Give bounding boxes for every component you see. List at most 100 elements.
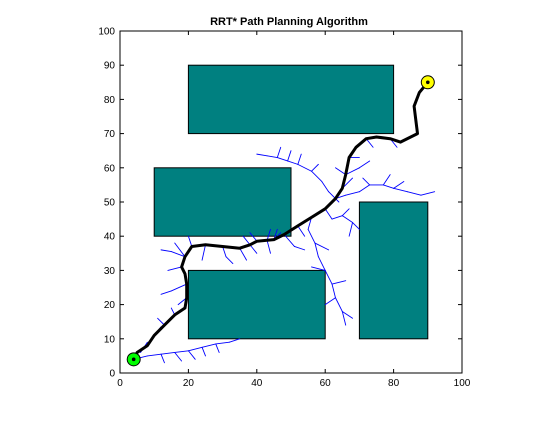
tree-edge <box>297 153 302 165</box>
tree-edge <box>314 242 319 258</box>
tree-edge <box>382 184 395 189</box>
tree-edge <box>287 150 292 162</box>
tree-edge <box>266 155 278 158</box>
tree-edge <box>157 317 165 326</box>
tree-edge <box>311 163 319 172</box>
y-tick-label: 20 <box>104 300 116 311</box>
tree-edge <box>170 283 188 292</box>
tree-edge <box>256 153 268 157</box>
tree-edge <box>266 228 271 241</box>
tree-edge <box>328 191 340 203</box>
tree-edge <box>287 160 299 165</box>
tree-edge <box>293 246 306 251</box>
tree-edge <box>393 181 405 189</box>
tree-edge <box>297 225 306 237</box>
tree-edge <box>393 187 408 193</box>
tree-edge <box>283 234 295 247</box>
tree-edge <box>249 244 258 254</box>
tree-edge <box>187 350 196 360</box>
axes-layer: 0 20 40 60 80 100 0 10 20 30 40 50 60 70 80 90 100 <box>98 27 470 390</box>
y-tick-label: 30 <box>104 266 116 277</box>
tree-edge <box>307 228 316 244</box>
tree-edge <box>222 246 227 258</box>
y-tick-label: 70 <box>104 129 116 140</box>
goal-marker-center <box>426 80 430 85</box>
tree-edge <box>297 163 312 172</box>
tree-edge <box>239 247 247 261</box>
x-tick-label: 40 <box>251 378 263 389</box>
y-tick-label: 10 <box>104 334 116 345</box>
tree-edge <box>314 242 330 251</box>
tree-edge <box>215 343 220 353</box>
tree-edge <box>348 222 354 237</box>
tree-edge <box>345 167 360 176</box>
tree-edge <box>201 343 217 348</box>
y-tick-label: 100 <box>98 27 115 38</box>
tree-edge <box>225 256 234 265</box>
tree-edge <box>341 208 350 217</box>
tree-edge <box>311 170 323 182</box>
tree-edge <box>331 283 336 299</box>
tree-edge <box>324 297 336 306</box>
obstacles-layer <box>153 64 429 340</box>
chart-title: RRT* Path Planning Algorithm <box>210 16 368 28</box>
tree-edge <box>266 239 271 254</box>
tree-edge <box>170 251 186 258</box>
y-tick-label: 0 <box>109 369 115 380</box>
x-tick-label: 100 <box>454 378 471 389</box>
tree-edge <box>201 346 206 357</box>
obstacle-rect-4 <box>358 201 429 340</box>
tree-edge <box>358 184 371 193</box>
tree-edge <box>276 157 289 162</box>
tree-edge <box>406 191 422 196</box>
y-tick-label: 50 <box>104 198 116 209</box>
tree-edge <box>317 256 326 271</box>
start-marker-center <box>131 357 136 362</box>
tree-edge <box>160 290 172 295</box>
tree-edge <box>146 353 162 357</box>
tree-edge <box>242 235 251 246</box>
markers-layer <box>126 75 435 367</box>
tree-edge <box>341 310 347 326</box>
obstacle-rect-3 <box>187 269 326 340</box>
tree-edge <box>358 160 371 169</box>
tree-edge <box>321 181 330 193</box>
tree-edge <box>365 138 374 148</box>
tree-edge <box>249 232 258 242</box>
tree-edge <box>341 215 354 223</box>
tree-edge <box>382 174 391 186</box>
obstacle-rect-1 <box>187 64 395 135</box>
tree-edge <box>335 167 347 176</box>
tree-edge <box>341 310 354 319</box>
tree-edge <box>311 266 326 271</box>
y-tick-label: 60 <box>104 163 116 174</box>
tree-edge <box>160 353 165 364</box>
tree-edge <box>174 242 186 258</box>
tree-edge <box>174 350 189 353</box>
tree-edge <box>228 338 241 343</box>
x-tick-label: 0 <box>117 378 123 389</box>
tree-edge <box>335 297 343 312</box>
y-tick-label: 40 <box>104 232 116 243</box>
x-tick-label: 80 <box>388 378 400 389</box>
path-layer <box>132 80 430 361</box>
tree-edge <box>187 346 203 352</box>
tree-edge <box>174 352 183 362</box>
obstacle-rect-2 <box>153 167 292 237</box>
tree-edge <box>362 177 371 186</box>
y-tick-label: 80 <box>104 95 116 106</box>
tree-layer <box>133 138 436 364</box>
tree-edge <box>324 269 333 285</box>
y-tick-label: 90 <box>104 61 116 72</box>
tree-edge <box>160 249 172 253</box>
tree-edge <box>352 222 360 230</box>
tree-edge <box>201 244 206 261</box>
planned-path-line <box>132 80 430 361</box>
tree-edge <box>331 280 347 285</box>
tree-edge <box>215 341 230 345</box>
tree-edge <box>187 235 193 247</box>
tree-edge <box>420 191 436 196</box>
x-tick-label: 20 <box>183 378 195 389</box>
